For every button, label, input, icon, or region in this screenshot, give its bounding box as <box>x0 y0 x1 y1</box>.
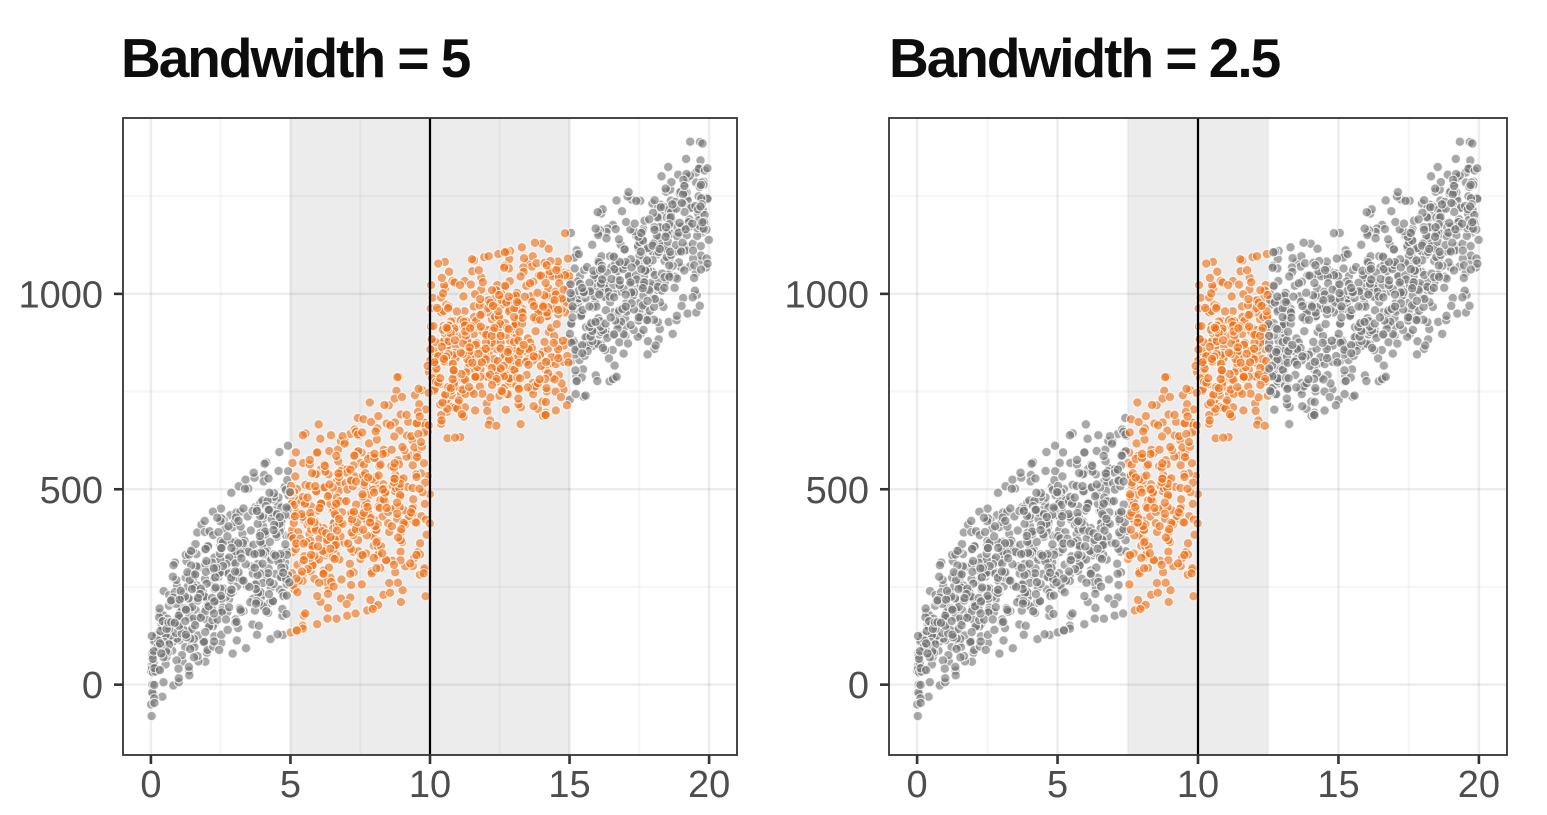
svg-text:20: 20 <box>688 764 730 806</box>
plot-title-bandwidth-2-5: Bandwidth = 2.5 <box>889 27 1281 89</box>
svg-text:500: 500 <box>40 470 103 512</box>
grid-minor <box>889 118 1507 755</box>
grid-major <box>889 118 1507 755</box>
x-axis-labels: 0 5 10 15 20 <box>907 764 1501 806</box>
scatter-points <box>912 136 1484 722</box>
plot-title-bandwidth-5: Bandwidth = 5 <box>121 27 471 89</box>
y-axis-labels: 0 500 1000 <box>18 274 103 707</box>
axis-ticks <box>880 292 1481 764</box>
bandwidth-band <box>290 118 570 755</box>
grid-major <box>123 118 737 755</box>
panel-border <box>888 117 1508 756</box>
axis-ticks <box>114 292 711 764</box>
svg-text:10: 10 <box>409 764 451 806</box>
svg-text:0: 0 <box>907 764 928 806</box>
svg-text:15: 15 <box>548 764 590 806</box>
bandwidth-band <box>1127 118 1269 755</box>
svg-text:15: 15 <box>1317 764 1359 806</box>
svg-text:20: 20 <box>1458 764 1500 806</box>
svg-text:5: 5 <box>280 764 301 806</box>
svg-text:10: 10 <box>1177 764 1219 806</box>
svg-text:0: 0 <box>82 665 103 707</box>
svg-text:1000: 1000 <box>18 274 103 316</box>
svg-text:1000: 1000 <box>784 274 869 316</box>
grid-minor <box>123 118 737 755</box>
y-axis-labels: 0 500 1000 <box>784 274 869 707</box>
svg-text:5: 5 <box>1047 764 1068 806</box>
svg-text:500: 500 <box>806 470 869 512</box>
svg-text:0: 0 <box>848 665 869 707</box>
scatter-points <box>145 136 715 722</box>
svg-text:0: 0 <box>140 764 161 806</box>
x-axis-labels: 0 5 10 15 20 <box>140 764 730 806</box>
panel-border <box>122 117 738 756</box>
